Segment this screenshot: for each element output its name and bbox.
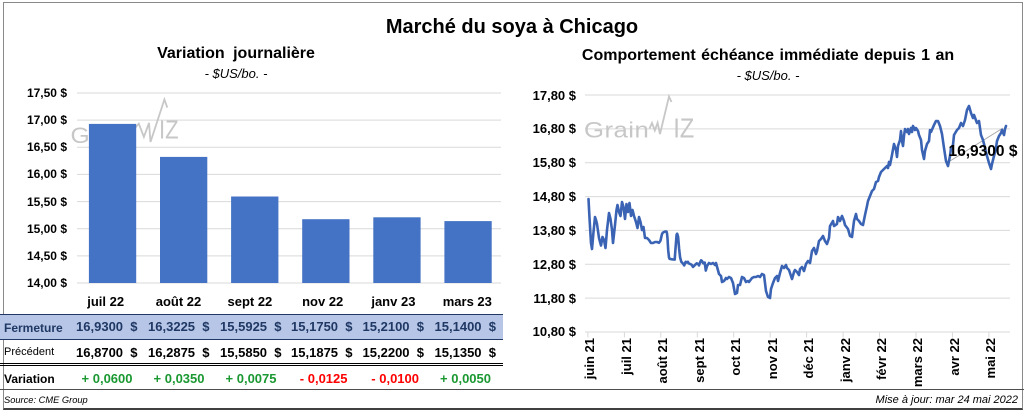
svg-text:IZ: IZ — [159, 116, 179, 145]
svg-text:IZ: IZ — [673, 112, 694, 144]
svg-text:Grain: Grain — [584, 118, 649, 143]
